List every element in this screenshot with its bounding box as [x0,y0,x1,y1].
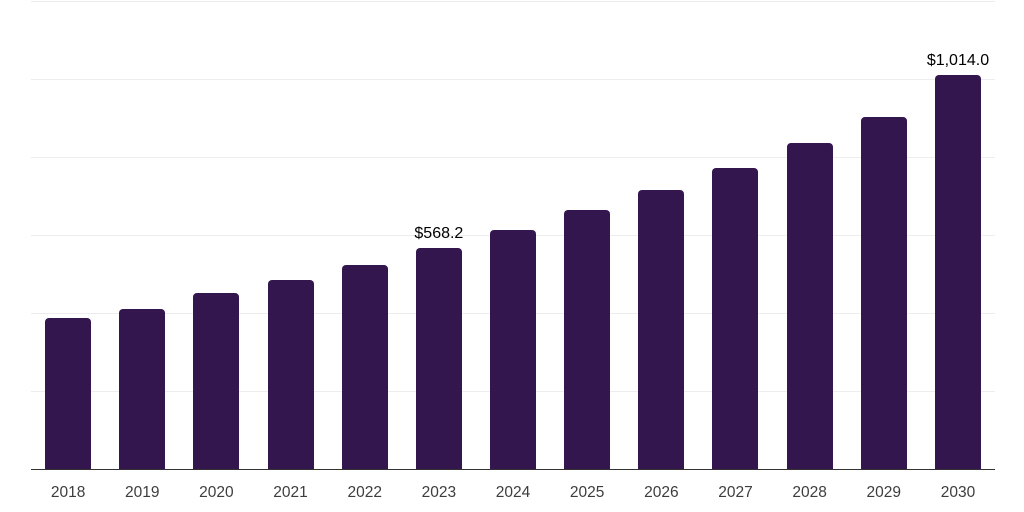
x-tick-label-2025: 2025 [569,484,605,501]
x-tick-label-2026: 2026 [644,484,679,501]
bar-column-2022 [328,0,402,470]
bar-2026 [638,189,685,470]
bar-2021 [267,279,314,470]
bar-2029 [860,117,907,470]
bar-column-2020 [179,0,253,470]
x-tick-label-2023: 2023 [421,484,457,501]
bar-series: $568.2 $1,014.0 [31,0,995,470]
x-tick-label-2029: 2029 [866,484,902,501]
bar-column-2026 [624,0,698,470]
plot-area: $568.2 $1,014.0 [31,0,995,470]
gridline [31,157,995,158]
bar-column-2025 [550,0,624,470]
x-tick-label-2022: 2022 [347,484,382,501]
data-label-2023: $568.2 [414,225,464,243]
bar-2027 [712,168,759,470]
x-axis-tick-labels: 2018 2019 2020 2021 2022 2023 2024 2025 2026 2027… [31,471,995,502]
x-axis-line [31,468,995,470]
bar-column-2028 [773,0,847,470]
x-tick-label-2027: 2027 [718,484,753,501]
gridline [31,1,995,2]
bar-2019 [119,308,166,470]
bar-2023 [415,248,462,470]
x-tick-label-2030: 2030 [940,484,976,501]
bar-column-2029 [847,0,921,470]
x-tick-label-2018: 2018 [50,484,86,501]
bar-column-2024 [476,0,550,470]
bar-2024 [490,230,537,470]
bar-column-2019 [105,0,179,470]
x-tick-label-2019: 2019 [124,484,160,501]
x-tick-label-2024: 2024 [495,484,531,501]
bar-column-2030: $1,014.0 [921,0,995,470]
x-tick-label-2021: 2021 [273,484,308,501]
bar-2028 [786,143,833,470]
data-label-2030: $1,014.0 [926,51,990,69]
bar-2022 [341,264,388,470]
bar-column-2021 [253,0,327,470]
bar-2030 [934,74,981,470]
bar-column-2023: $568.2 [402,0,476,470]
bar-2018 [45,317,92,470]
x-tick-label-2020: 2020 [199,484,234,501]
bar-2020 [193,292,240,470]
gridline [31,79,995,80]
bar-2025 [564,210,611,470]
bar-column-2027 [698,0,772,470]
x-tick-label-2028: 2028 [792,484,827,501]
bar-column-2018 [31,0,105,470]
